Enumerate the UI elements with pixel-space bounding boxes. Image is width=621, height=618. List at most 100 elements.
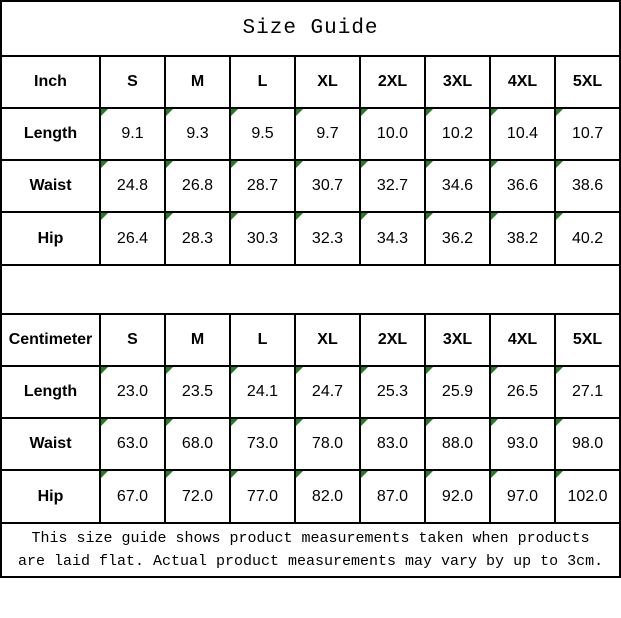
cell-flag-triangle-icon bbox=[166, 109, 173, 116]
measurement-value: 93.0 bbox=[506, 435, 539, 452]
measurement-cell: 25.3 bbox=[359, 365, 426, 419]
measurement-value: 28.3 bbox=[181, 229, 214, 247]
size-header: L bbox=[229, 313, 296, 367]
measurement-cell: 93.0 bbox=[489, 417, 556, 471]
cell-flag-triangle-icon bbox=[556, 367, 563, 374]
measurement-cell: 87.0 bbox=[359, 469, 426, 524]
measurement-value: 32.7 bbox=[376, 177, 409, 194]
cell-flag-triangle-icon bbox=[231, 419, 238, 426]
measurement-value: 10.7 bbox=[571, 125, 604, 142]
inch-hip-row: Hip 26.4 28.3 30.3 32.3 34.3 36.2 38.2 4… bbox=[0, 211, 621, 266]
measurement-value: 25.9 bbox=[441, 383, 474, 400]
cell-flag-triangle-icon bbox=[556, 471, 563, 478]
row-label: Waist bbox=[0, 159, 101, 213]
measurement-cell: 67.0 bbox=[99, 469, 166, 524]
measurement-cell: 102.0 bbox=[553, 469, 621, 524]
row-label: Hip bbox=[0, 469, 101, 524]
size-header: 5XL bbox=[553, 313, 621, 367]
measurement-value: 10.2 bbox=[441, 125, 474, 142]
measurement-cell: 28.3 bbox=[164, 211, 231, 266]
measurement-cell: 73.0 bbox=[229, 417, 296, 471]
measurement-cell: 26.8 bbox=[164, 159, 231, 213]
measurement-value: 88.0 bbox=[441, 435, 474, 452]
cell-flag-triangle-icon bbox=[231, 367, 238, 374]
measurement-cell: 9.1 bbox=[99, 107, 166, 161]
measurement-cell: 24.7 bbox=[294, 365, 361, 419]
inch-length-row: Length 9.1 9.3 9.5 9.7 10.0 10.2 10.4 10… bbox=[0, 107, 621, 161]
measurement-cell: 38.2 bbox=[489, 211, 556, 266]
measurement-cell: 88.0 bbox=[424, 417, 491, 471]
measurement-value: 24.1 bbox=[246, 383, 279, 400]
measurement-value: 9.1 bbox=[121, 125, 144, 142]
cell-flag-triangle-icon bbox=[231, 109, 238, 116]
measurement-value: 36.2 bbox=[441, 229, 474, 247]
footnote-line-2: are laid flat. Actual product measuremen… bbox=[17, 553, 604, 570]
measurement-cell: 30.3 bbox=[229, 211, 296, 266]
measurement-value: 97.0 bbox=[506, 487, 539, 505]
measurement-value: 9.3 bbox=[186, 125, 209, 142]
cell-flag-triangle-icon bbox=[166, 161, 173, 168]
cell-flag-triangle-icon bbox=[296, 161, 303, 168]
measurement-cell: 27.1 bbox=[553, 365, 621, 419]
cell-flag-triangle-icon bbox=[426, 213, 433, 220]
measurement-value: 98.0 bbox=[571, 435, 604, 452]
measurement-cell: 10.7 bbox=[553, 107, 621, 161]
cell-flag-triangle-icon bbox=[296, 419, 303, 426]
size-header: XL bbox=[294, 55, 361, 109]
measurement-value: 72.0 bbox=[181, 487, 214, 505]
measurement-value: 26.5 bbox=[506, 383, 539, 400]
measurement-cell: 36.6 bbox=[489, 159, 556, 213]
measurement-value: 67.0 bbox=[116, 487, 149, 505]
measurement-value: 23.5 bbox=[181, 383, 214, 400]
cell-flag-triangle-icon bbox=[166, 419, 173, 426]
inch-waist-row: Waist 24.8 26.8 28.7 30.7 32.7 34.6 36.6… bbox=[0, 159, 621, 213]
measurement-value: 78.0 bbox=[311, 435, 344, 452]
measurement-value: 87.0 bbox=[376, 487, 409, 505]
measurement-cell: 82.0 bbox=[294, 469, 361, 524]
measurement-value: 32.3 bbox=[311, 229, 344, 247]
size-header: 4XL bbox=[489, 55, 556, 109]
measurement-cell: 26.4 bbox=[99, 211, 166, 266]
measurement-value: 9.5 bbox=[251, 125, 274, 142]
cell-flag-triangle-icon bbox=[296, 367, 303, 374]
measurement-cell: 10.2 bbox=[424, 107, 491, 161]
cell-flag-triangle-icon bbox=[491, 367, 498, 374]
measurement-value: 26.4 bbox=[116, 229, 149, 247]
cell-flag-triangle-icon bbox=[556, 109, 563, 116]
size-header: 2XL bbox=[359, 313, 426, 367]
measurement-value: 28.7 bbox=[246, 177, 279, 194]
measurement-cell: 83.0 bbox=[359, 417, 426, 471]
cell-flag-triangle-icon bbox=[361, 109, 368, 116]
measurement-cell: 9.7 bbox=[294, 107, 361, 161]
measurement-cell: 28.7 bbox=[229, 159, 296, 213]
measurement-cell: 10.0 bbox=[359, 107, 426, 161]
measurement-value: 34.3 bbox=[376, 229, 409, 247]
measurement-value: 24.8 bbox=[116, 177, 149, 194]
measurement-cell: 32.7 bbox=[359, 159, 426, 213]
cell-flag-triangle-icon bbox=[426, 109, 433, 116]
measurement-value: 27.1 bbox=[571, 383, 604, 400]
size-header: L bbox=[229, 55, 296, 109]
cell-flag-triangle-icon bbox=[361, 161, 368, 168]
measurement-cell: 34.6 bbox=[424, 159, 491, 213]
cell-flag-triangle-icon bbox=[101, 161, 108, 168]
size-header: 4XL bbox=[489, 313, 556, 367]
measurement-cell: 30.7 bbox=[294, 159, 361, 213]
cell-flag-triangle-icon bbox=[361, 471, 368, 478]
page-title: Size Guide bbox=[0, 0, 621, 57]
size-guide-table: Size Guide Inch S M L XL 2XL 3XL 4XL 5XL… bbox=[0, 0, 621, 578]
size-header: 5XL bbox=[553, 55, 621, 109]
cell-flag-triangle-icon bbox=[426, 367, 433, 374]
inch-header-row: Inch S M L XL 2XL 3XL 4XL 5XL bbox=[0, 55, 621, 109]
cell-flag-triangle-icon bbox=[296, 109, 303, 116]
cell-flag-triangle-icon bbox=[556, 213, 563, 220]
row-label: Waist bbox=[0, 417, 101, 471]
cell-flag-triangle-icon bbox=[491, 161, 498, 168]
row-label: Hip bbox=[0, 211, 101, 266]
cell-flag-triangle-icon bbox=[491, 471, 498, 478]
size-header: XL bbox=[294, 313, 361, 367]
size-header: 3XL bbox=[424, 55, 491, 109]
cm-length-row: Length 23.0 23.5 24.1 24.7 25.3 25.9 26.… bbox=[0, 365, 621, 419]
measurement-value: 102.0 bbox=[567, 487, 608, 505]
measurement-cell: 32.3 bbox=[294, 211, 361, 266]
